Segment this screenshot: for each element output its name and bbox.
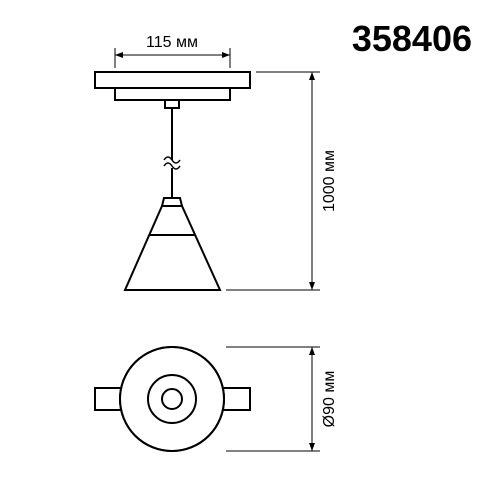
dim-height-arrow-bottom — [309, 282, 315, 290]
product-code: 358406 — [352, 18, 472, 60]
dim-width-label: 115 мм — [146, 34, 198, 51]
dim-width-arrow-right — [222, 52, 230, 58]
cone-cap — [162, 198, 182, 206]
dim-diameter-label: Ø90 мм — [321, 371, 338, 428]
cone-body — [125, 206, 220, 290]
dim-width-arrow-left — [115, 52, 123, 58]
track-bar — [95, 72, 250, 88]
connector-block — [165, 100, 179, 108]
dim-height-arrow-top — [309, 72, 315, 80]
mount-base — [115, 88, 230, 100]
technical-drawing: 115 мм 1000 мм Ø90 мм — [0, 0, 500, 500]
dim-dia-arrow-bottom — [309, 443, 315, 451]
bottom-view — [95, 347, 250, 451]
dim-dia-arrow-top — [309, 347, 315, 355]
dim-height-label: 1000 мм — [321, 150, 338, 212]
